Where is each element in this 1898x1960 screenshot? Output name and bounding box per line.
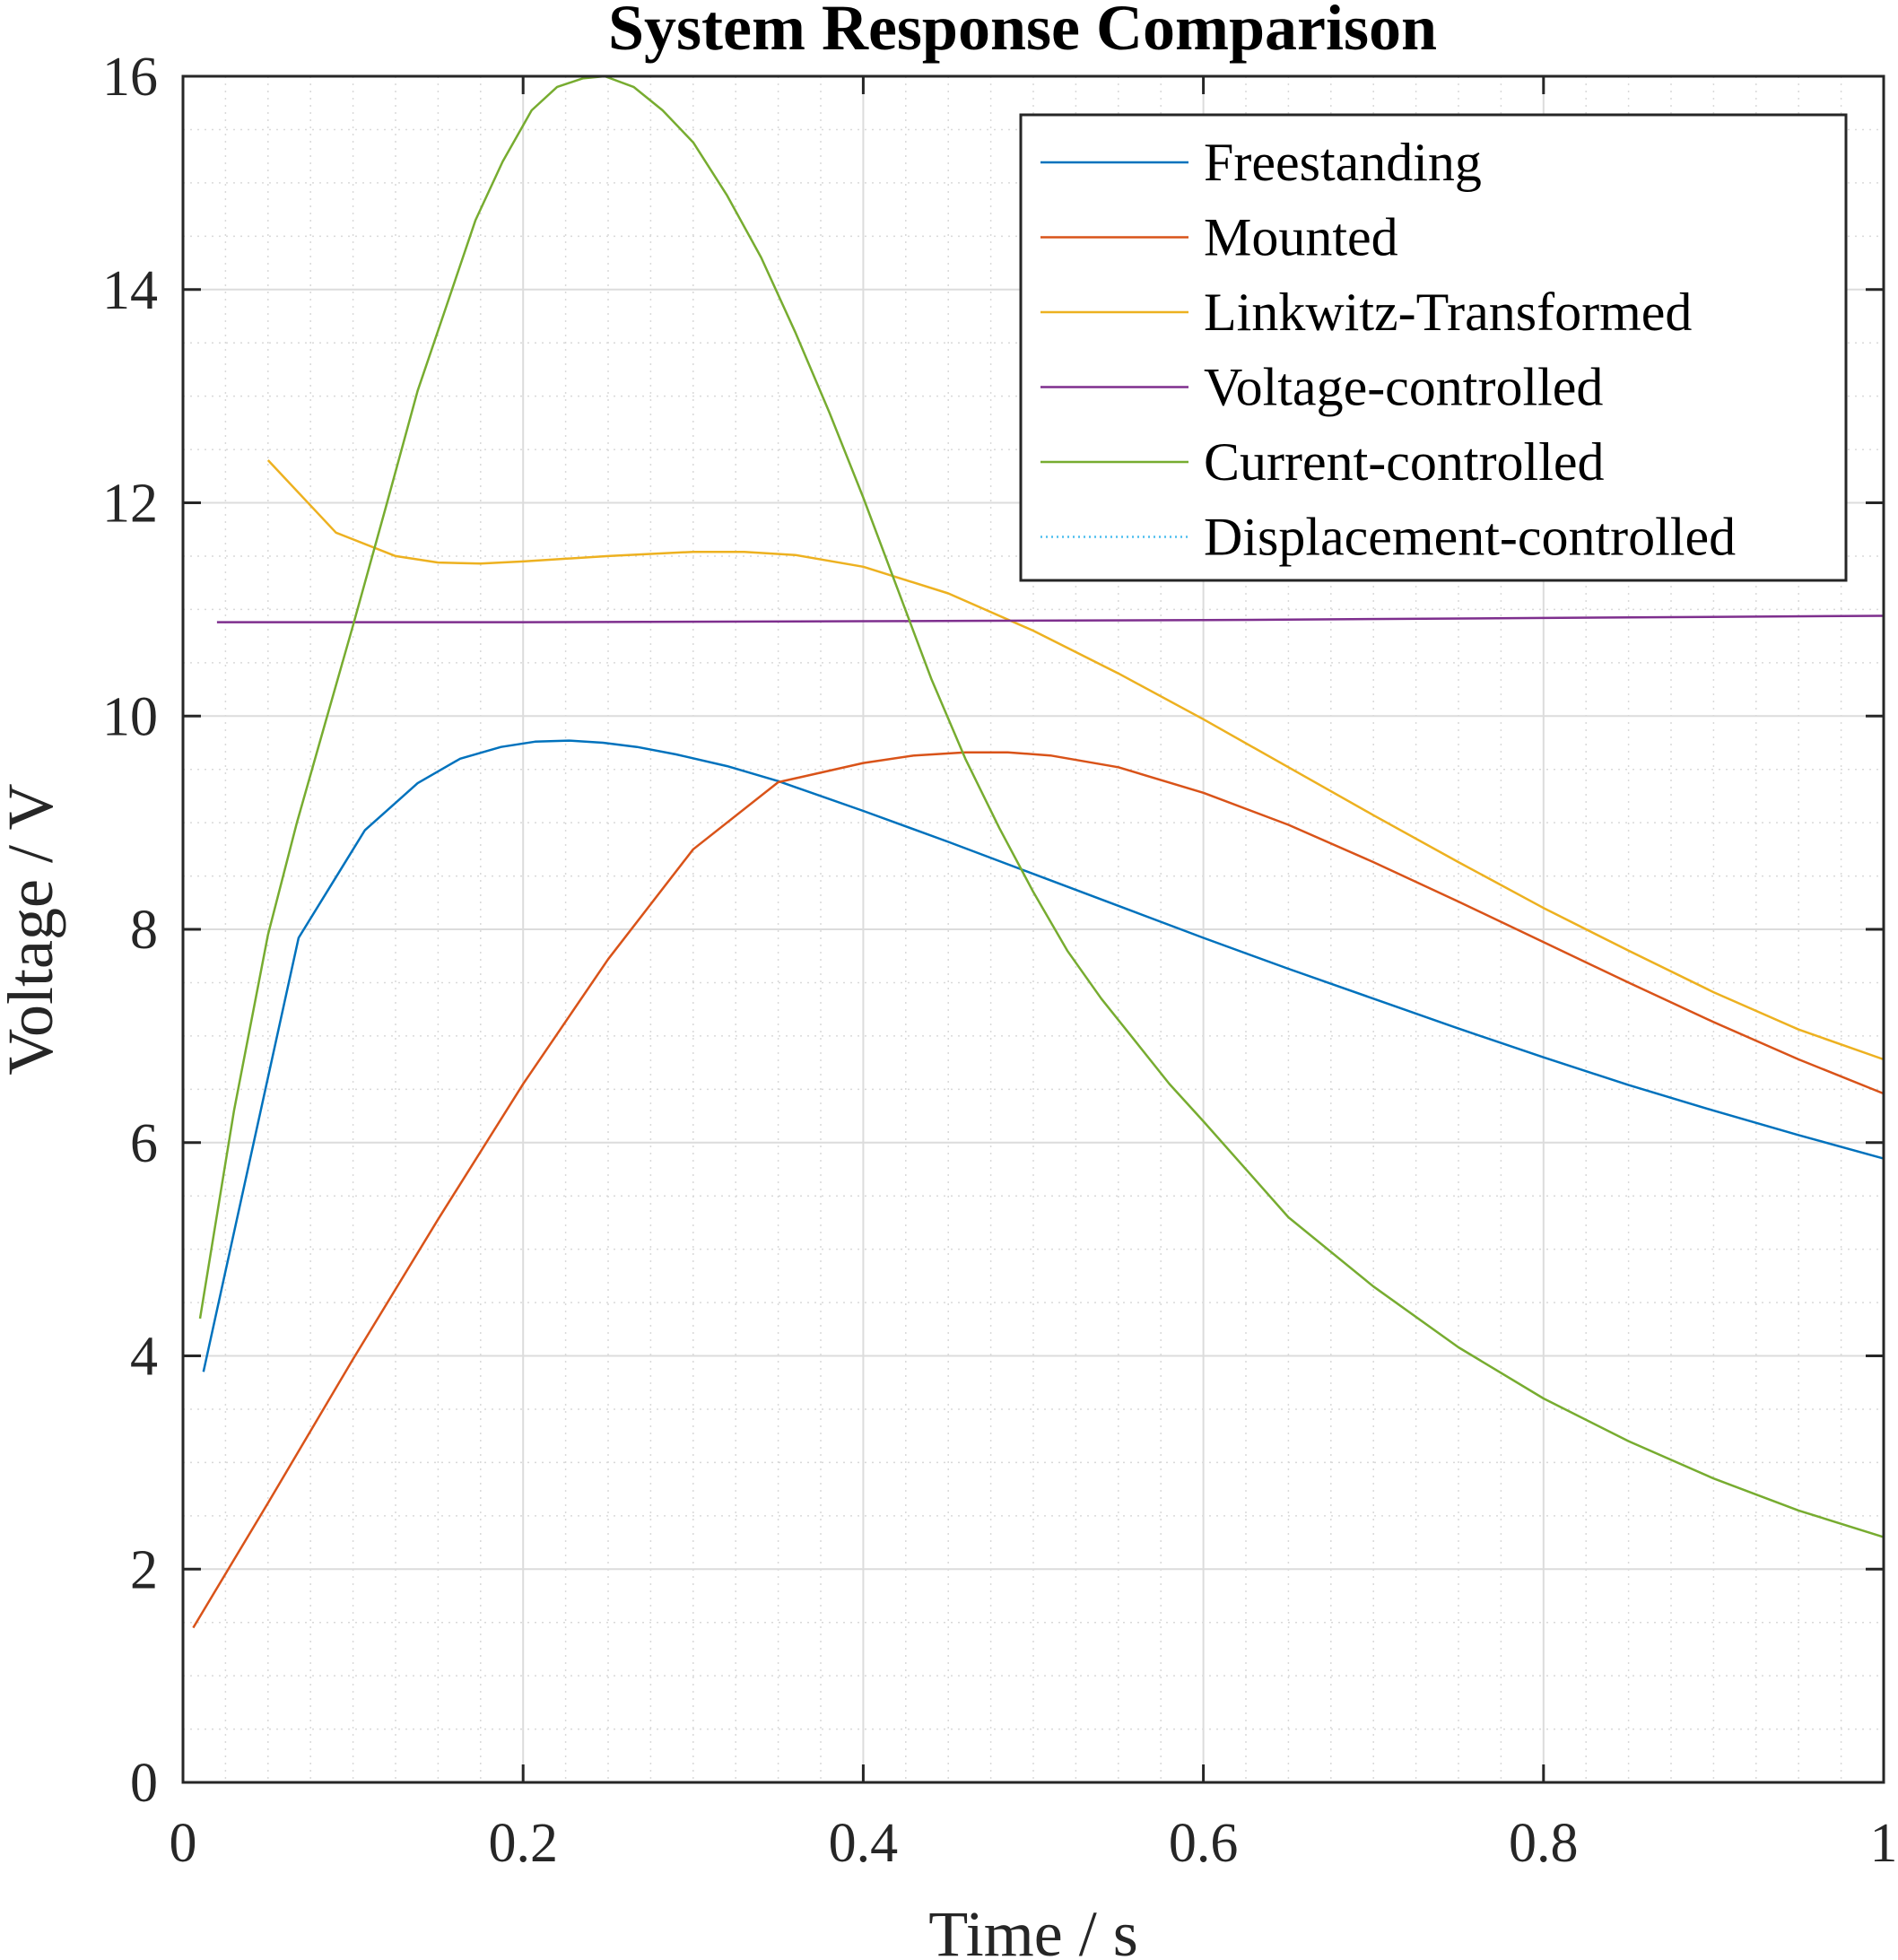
legend-label-freestanding: Freestanding (1204, 133, 1482, 192)
legend: Freestanding Mounted Linkwitz-Transformed V… (1019, 113, 1848, 582)
x-tick-label: 0.2 (488, 1813, 558, 1874)
series-line-freestanding (202, 739, 1885, 1372)
legend-label-displacement-controlled: Displacement-controlled (1204, 508, 1736, 567)
y-tick-label: 0 (130, 1753, 158, 1814)
series-line-linkwitz-transformed (266, 459, 1885, 1061)
y-tick-label: 12 (102, 474, 158, 535)
series-line-voltage-controlled (216, 614, 1885, 623)
y-axis-label: Voltage / V (0, 783, 66, 1075)
x-tick-label: 0 (170, 1813, 197, 1874)
x-tick-label: 0.6 (1169, 1813, 1239, 1874)
legend-label-voltage-controlled: Voltage-controlled (1204, 358, 1603, 417)
x-tick-label: 1 (1870, 1813, 1898, 1874)
y-tick-label: 10 (102, 686, 158, 747)
legend-label-mounted: Mounted (1204, 208, 1398, 267)
y-tick-label: 6 (130, 1113, 158, 1174)
y-tick-label: 4 (130, 1327, 158, 1388)
plot-lines (192, 74, 1885, 1629)
legend-box (1019, 113, 1848, 582)
grid (182, 75, 1885, 1783)
series-line-mounted (192, 751, 1885, 1629)
chart-title: System Response Comparison (608, 0, 1437, 64)
series-line-current-controlled (198, 74, 1885, 1538)
y-tick-label: 2 (130, 1539, 158, 1600)
x-axis-label: Time / s (928, 1898, 1137, 1960)
y-tick-label: 8 (130, 900, 158, 961)
legend-label-current-controlled: Current-controlled (1204, 432, 1605, 492)
y-tick-label: 16 (102, 47, 158, 108)
legend-label-linkwitz-transformed: Linkwitz-Transformed (1204, 283, 1692, 342)
x-tick-label: 0.4 (829, 1813, 899, 1874)
y-tick-label: 14 (102, 260, 158, 321)
x-tick-label: 0.8 (1509, 1813, 1579, 1874)
